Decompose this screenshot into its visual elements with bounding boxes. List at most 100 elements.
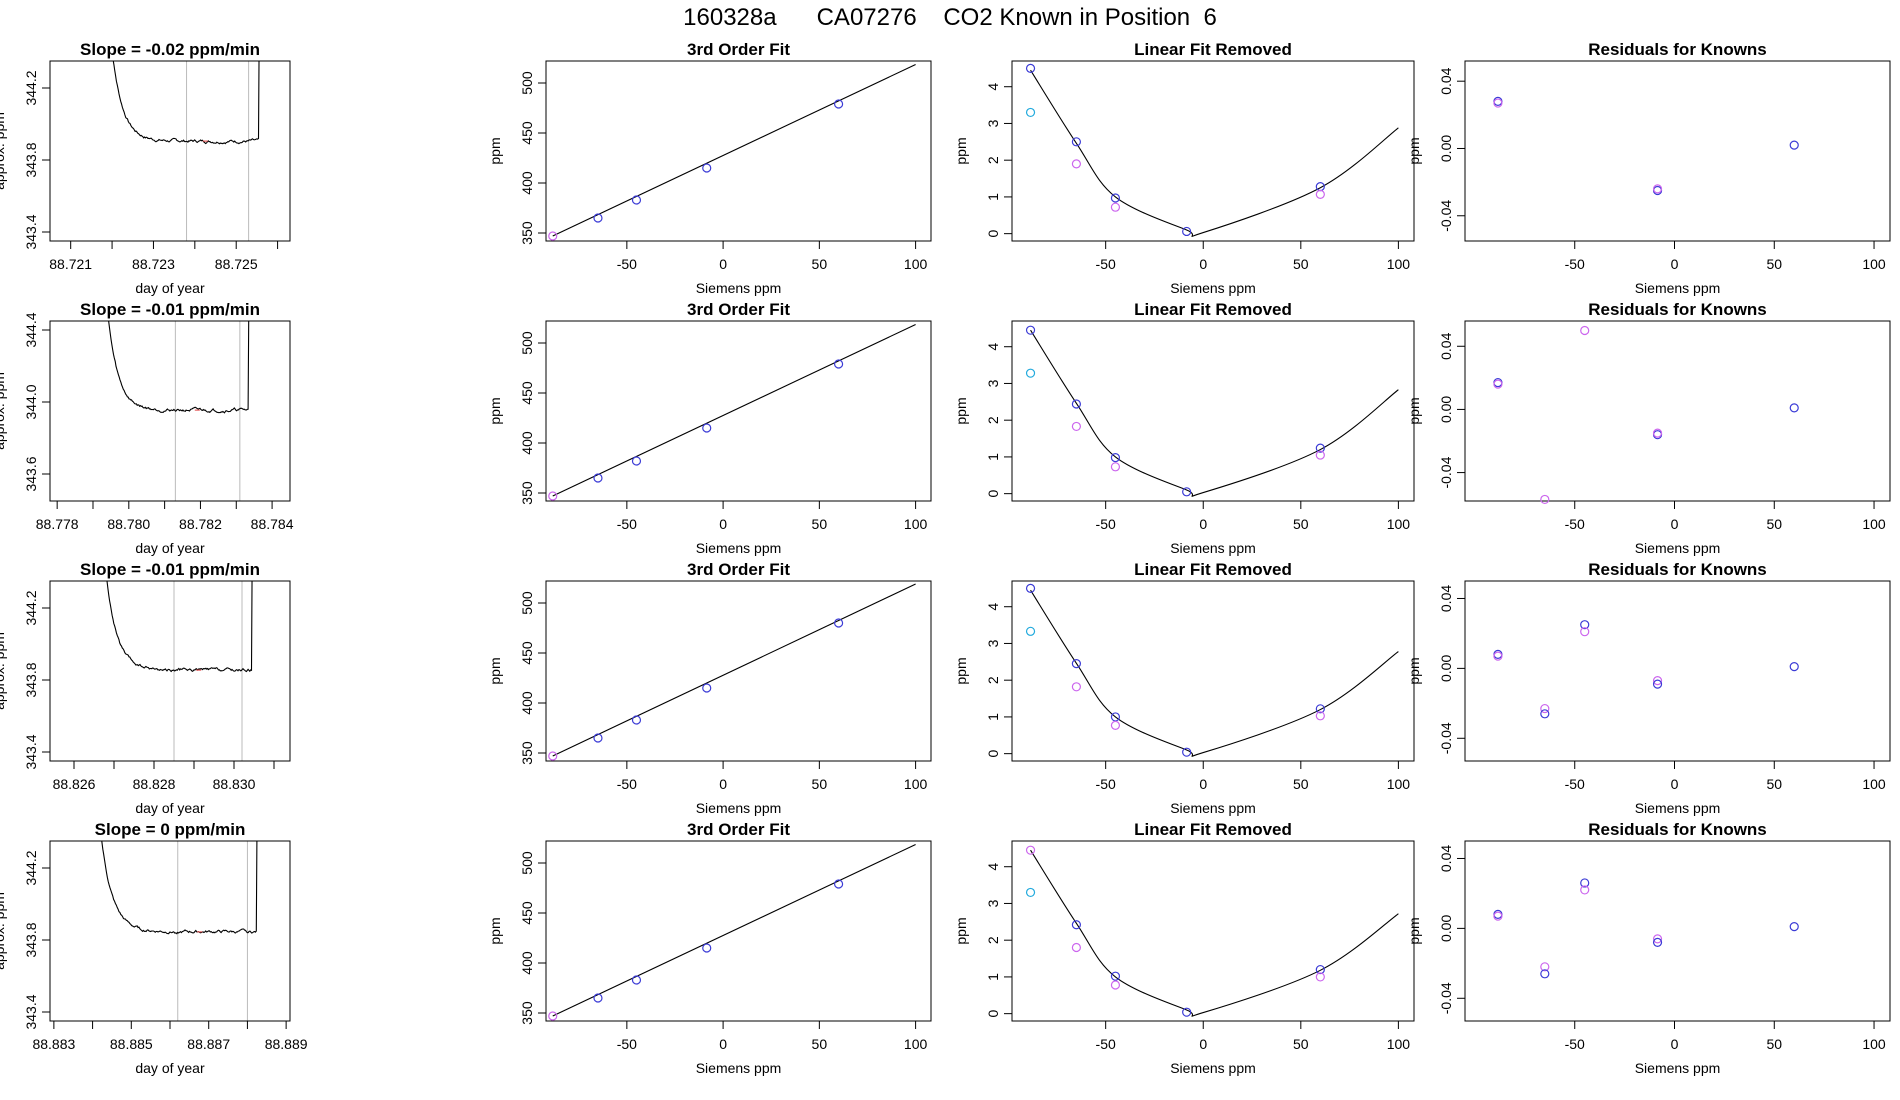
x-tick-label: 100	[904, 256, 928, 272]
y-tick-label: 350	[519, 481, 535, 505]
x-tick-label: 88.725	[215, 256, 258, 272]
y-axis-label: ppm	[1406, 917, 1422, 944]
data-point	[1652, 934, 1663, 944]
data-point	[1315, 189, 1325, 199]
data-point	[1025, 107, 1036, 118]
data-point	[1071, 942, 1081, 953]
x-tick-label: 0	[1671, 1036, 1679, 1052]
plot-frame	[1464, 580, 1891, 762]
plot-title: Linear Fit Removed	[1134, 820, 1292, 839]
x-tick-label: -50	[617, 1036, 637, 1052]
y-tick-label: 4	[985, 343, 1001, 351]
data-point	[593, 473, 603, 483]
x-tick-label: 50	[812, 1036, 828, 1052]
y-axis-label: ppm	[487, 657, 503, 684]
x-tick-label: 88.826	[53, 776, 96, 792]
plot-frame	[1011, 580, 1415, 762]
plot-area	[106, 581, 253, 761]
chart-panel-resid-2: Residuals for Knowns Siemens ppm ppm -50 0 50…	[1406, 300, 1891, 556]
x-tick-label: 88.784	[251, 516, 294, 532]
chart-panel-fit-3: 3rd Order Fit Siemens ppm ppm -50 0 50 100 350 4…	[487, 560, 932, 816]
fit-line	[552, 324, 916, 497]
data-point	[1182, 487, 1192, 497]
data-point	[548, 751, 558, 761]
x-tick-label: 50	[1293, 516, 1309, 532]
y-tick-label: 0.00	[1438, 655, 1454, 682]
y-axis-label: ppm	[487, 137, 503, 164]
plot-frame	[1464, 60, 1891, 242]
chart-panel-fit-1: 3rd Order Fit Siemens ppm ppm -50 0 50 100 350 4…	[487, 40, 932, 296]
data-point	[1182, 226, 1192, 237]
y-tick-label: 343.8	[23, 142, 39, 177]
plot-title: Residuals for Knowns	[1588, 300, 1767, 319]
y-tick-label: 400	[519, 431, 535, 455]
y-axis-label: approx. ppm	[0, 632, 7, 710]
x-tick-label: 0	[1671, 516, 1679, 532]
y-tick-label: 343.8	[23, 662, 39, 697]
x-tick-label: 100	[1387, 1036, 1411, 1052]
x-tick-label: 88.830	[213, 776, 256, 792]
x-axis-label: Siemens ppm	[696, 540, 782, 556]
x-tick-label: 88.887	[187, 1036, 230, 1052]
plot-area	[552, 844, 916, 1017]
plot-frame	[49, 840, 291, 1022]
plot-frame	[1011, 320, 1415, 502]
data-point	[1580, 885, 1590, 895]
y-tick-label: 344.0	[23, 384, 39, 419]
data-point	[702, 423, 712, 433]
x-tick-label: 0	[1199, 516, 1207, 532]
data-point	[1110, 720, 1121, 730]
data-point	[1025, 368, 1036, 378]
y-tick-label: 3	[985, 379, 1001, 387]
data-point	[1493, 98, 1503, 108]
y-axis-label: approx. ppm	[0, 112, 7, 190]
y-tick-label: 1	[985, 713, 1001, 721]
plot-title: Residuals for Knowns	[1588, 40, 1767, 59]
data-point	[1110, 202, 1121, 212]
data-point	[631, 195, 642, 205]
y-tick-label: 0	[985, 230, 1001, 238]
data-point	[1025, 626, 1036, 636]
x-tick-label: 50	[1293, 776, 1309, 792]
y-tick-label: 2	[985, 156, 1001, 164]
x-tick-label: 0	[1199, 256, 1207, 272]
data-point	[1580, 620, 1590, 630]
y-tick-label: 450	[519, 641, 535, 665]
data-point	[1315, 711, 1325, 721]
data-point	[1652, 428, 1663, 438]
y-tick-label: 0.04	[1438, 845, 1454, 872]
x-tick-label: 50	[1766, 776, 1782, 792]
data-point	[1652, 184, 1663, 194]
x-tick-label: 100	[904, 1036, 928, 1052]
plot-frame	[49, 320, 291, 502]
plot-area	[552, 324, 916, 497]
plot-frame	[1464, 840, 1891, 1022]
trace-line	[101, 841, 258, 935]
fit-line	[552, 583, 916, 757]
y-tick-label: 4	[985, 83, 1001, 91]
fit-line	[552, 64, 916, 237]
plot-title: Residuals for Knowns	[1588, 560, 1767, 579]
x-tick-label: 88.723	[132, 256, 175, 272]
y-tick-label: 2	[985, 676, 1001, 684]
y-tick-label: 500	[519, 591, 535, 615]
x-axis-label: Siemens ppm	[696, 1060, 782, 1076]
plot-title: 3rd Order Fit	[687, 560, 790, 579]
x-tick-label: 0	[1199, 1036, 1207, 1052]
x-tick-label: 100	[1862, 256, 1886, 272]
x-tick-label: 0	[1671, 256, 1679, 272]
plot-title: Slope = 0 ppm/min	[95, 820, 246, 839]
x-tick-label: 100	[1387, 776, 1411, 792]
plot-frame	[545, 840, 932, 1022]
x-axis-label: Siemens ppm	[1170, 1060, 1256, 1076]
chart-panel-fit-4: 3rd Order Fit Siemens ppm ppm -50 0 50 100 350 4…	[487, 820, 932, 1076]
plot-area	[1030, 329, 1399, 497]
y-tick-label: 500	[519, 71, 535, 95]
y-tick-label: 343.8	[23, 922, 39, 957]
x-tick-label: 88.782	[179, 516, 222, 532]
x-tick-label: -50	[1565, 776, 1585, 792]
plot-title: Slope = -0.02 ppm/min	[80, 40, 260, 59]
y-axis-label: ppm	[1406, 657, 1422, 684]
x-tick-label: 100	[904, 776, 928, 792]
